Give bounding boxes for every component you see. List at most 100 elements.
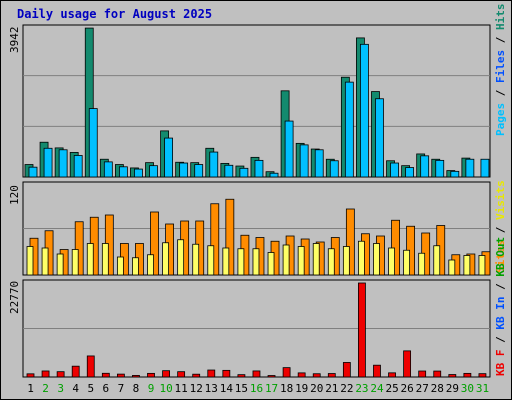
bar-visits: [373, 243, 380, 276]
day-tick-label: 16: [250, 382, 263, 395]
bar-visits: [207, 245, 215, 276]
bar-kbytes: [116, 373, 125, 378]
bar-visits: [463, 255, 471, 276]
bar-pages: [269, 172, 279, 178]
bar-visits: [388, 247, 395, 276]
day-tick-label: 13: [205, 382, 218, 395]
bar-visits: [162, 242, 169, 276]
bar-pages: [194, 164, 204, 178]
day-tick-label: 25: [385, 382, 398, 395]
bar-visits: [478, 255, 486, 276]
bar-pages: [420, 155, 430, 178]
bar-pages: [118, 166, 128, 178]
bar-pages: [224, 164, 234, 178]
day-tick-label: 31: [476, 382, 489, 395]
bar-pages: [43, 147, 53, 178]
bar-sites: [210, 203, 220, 276]
bar-pages: [375, 98, 384, 178]
bar-visits: [327, 248, 335, 276]
bar-pages: [103, 161, 113, 178]
day-tick-label: 21: [325, 382, 338, 395]
bar-pages: [299, 144, 309, 178]
bar-sites: [225, 198, 235, 276]
bar-pages: [450, 170, 460, 178]
day-tick-label: 20: [310, 382, 323, 395]
bar-visits: [433, 245, 441, 276]
bar-visits: [418, 252, 426, 276]
bar-pages: [88, 108, 98, 178]
day-tick-label: 7: [118, 382, 125, 395]
bar-kbytes: [373, 364, 381, 378]
day-tick-label: 3: [57, 382, 64, 395]
bar-pages: [435, 159, 445, 178]
bar-visits: [116, 256, 124, 276]
bar-sites: [150, 211, 159, 276]
bar-visits: [237, 248, 245, 276]
bar-kbytes: [26, 373, 35, 378]
bar-visits: [342, 246, 350, 276]
chart-title: Daily usage for August 2025: [17, 7, 213, 21]
y-max-label-hits: 3942: [8, 27, 21, 54]
bar-pages: [254, 159, 264, 178]
bar-pages: [360, 43, 369, 178]
bar-pages: [465, 158, 475, 178]
bar-kbytes: [478, 373, 487, 378]
bar-visits: [222, 247, 230, 276]
bar-pages: [134, 168, 143, 178]
y-max-label-visits: 120: [8, 185, 21, 205]
bar-visits: [71, 249, 79, 276]
bar-visits: [26, 246, 34, 276]
bar-visits: [147, 254, 154, 276]
bar-visits: [192, 243, 200, 276]
bar-kbytes: [71, 365, 80, 378]
day-tick-label: 18: [280, 382, 293, 395]
bar-pages: [149, 165, 158, 178]
bar-pages: [73, 155, 83, 178]
bar-visits: [448, 259, 456, 276]
legend-kbytes: KB F / KB In / KB Out: [494, 237, 507, 376]
day-tick-label: 4: [72, 382, 79, 395]
bar-kbytes: [207, 369, 216, 378]
bar-pages: [58, 149, 68, 178]
bar-visits: [358, 240, 365, 276]
bar-visits: [177, 239, 185, 276]
day-tick-label: 12: [190, 382, 203, 395]
day-tick-label: 17: [265, 382, 278, 395]
bar-pages: [284, 120, 294, 178]
day-tick-label: 27: [416, 382, 429, 395]
day-tick-label: 28: [431, 382, 444, 395]
day-tick-label: 23: [355, 382, 368, 395]
bar-kbytes: [327, 373, 336, 378]
legend-hits-files-pages: Pages / Files / Hits: [494, 4, 507, 137]
bar-pages: [239, 167, 249, 178]
bar-kbytes: [358, 282, 366, 378]
bar-kbytes: [297, 372, 306, 378]
y-max-label-kbytes: 22770: [8, 281, 21, 314]
bar-visits: [132, 257, 139, 276]
bar-kbytes: [41, 370, 50, 378]
bar-pages: [390, 162, 399, 178]
bar-sites: [74, 221, 84, 276]
bar-visits: [56, 253, 64, 276]
bar-kbytes: [267, 375, 276, 378]
bar-kbytes: [433, 370, 442, 378]
bar-visits: [252, 248, 260, 276]
bar-pages: [164, 137, 173, 178]
bar-kbytes: [388, 372, 396, 378]
bar-kbytes: [222, 369, 231, 378]
bar-kbytes: [463, 372, 472, 378]
bar-visits: [297, 246, 305, 276]
bar-kbytes: [177, 371, 186, 378]
bar-kbytes: [403, 350, 412, 378]
day-tick-label: 11: [175, 382, 188, 395]
day-tick-label: 30: [461, 382, 474, 395]
panel-hits-files-pages: [22, 24, 491, 178]
day-tick-label: 26: [401, 382, 414, 395]
bar-kbytes: [101, 372, 110, 378]
day-tick-label: 6: [103, 382, 110, 395]
bar-visits: [86, 243, 94, 276]
bar-pages: [314, 149, 324, 178]
bar-visits: [282, 244, 290, 276]
bar-visits: [403, 249, 411, 276]
bar-kbytes: [56, 371, 65, 378]
